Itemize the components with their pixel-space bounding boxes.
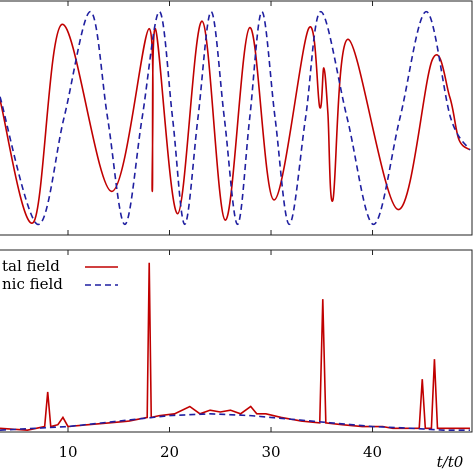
bottom-frame — [0, 249, 473, 433]
legend-label: tal field — [2, 257, 60, 275]
series-line — [0, 10, 471, 226]
x-tick-label: 10 — [58, 443, 77, 461]
x-tick-label: 40 — [363, 443, 382, 461]
x-tick-label: 30 — [261, 443, 280, 461]
series-line — [0, 412, 470, 431]
legend-label: nic field — [2, 275, 63, 293]
series-line — [0, 262, 470, 431]
top-frame — [0, 0, 473, 236]
series-line — [0, 20, 471, 224]
x-tick-label: 20 — [160, 443, 179, 461]
x-axis-label: t/t0 — [437, 453, 464, 471]
